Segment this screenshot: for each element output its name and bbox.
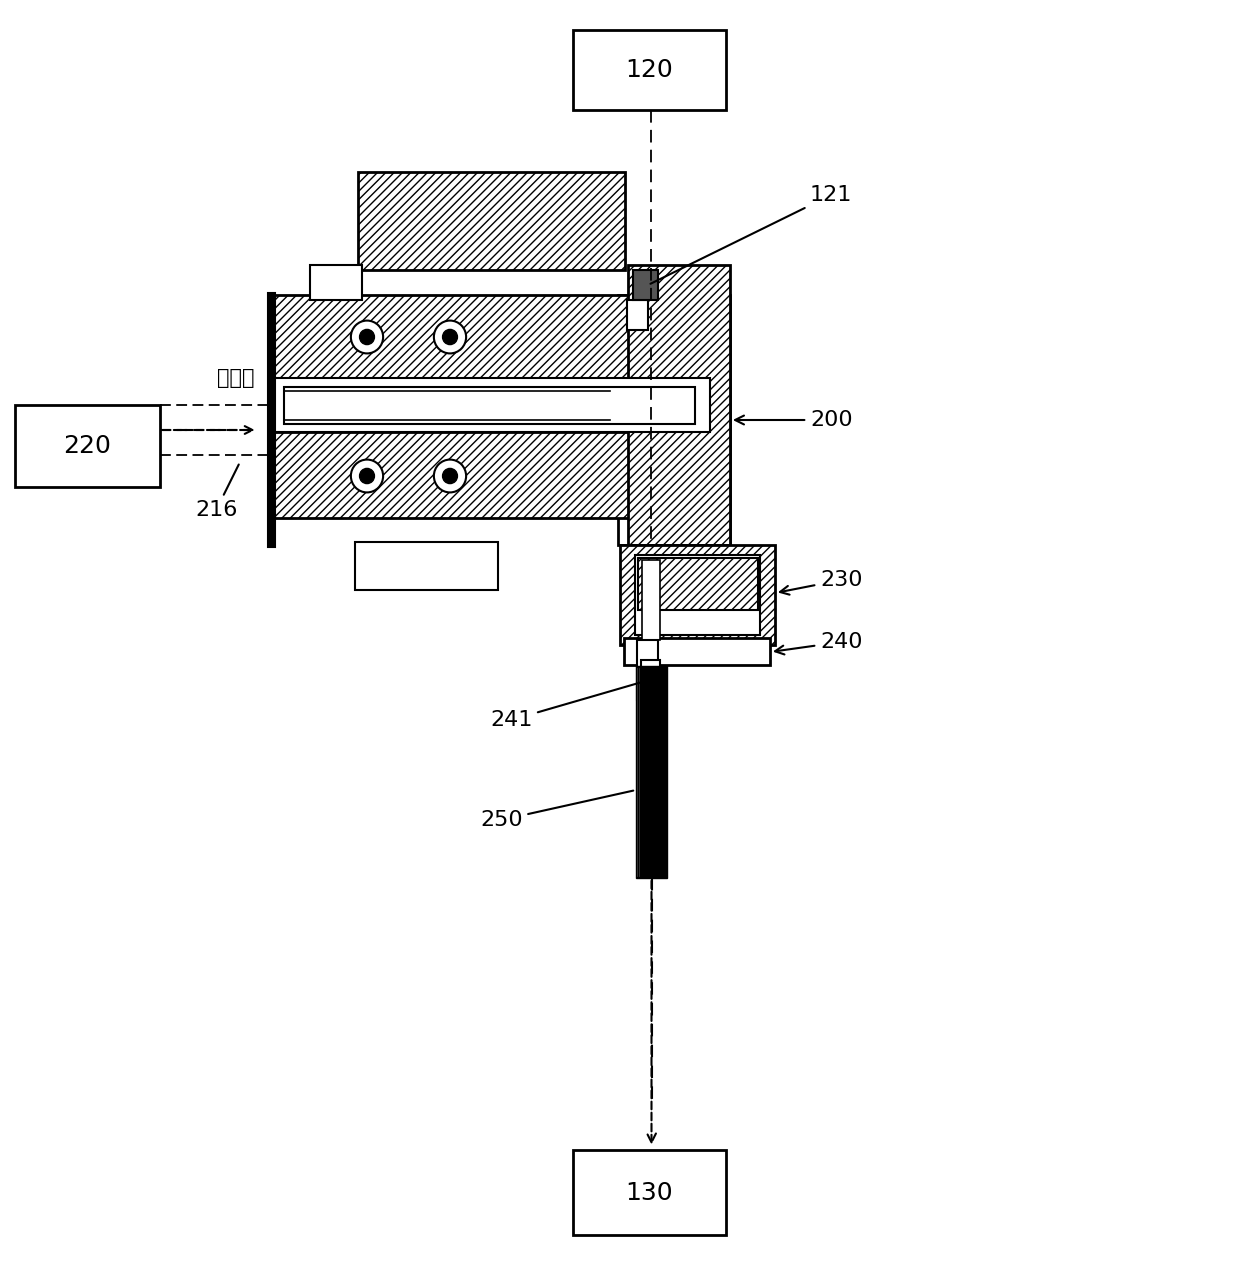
Bar bbox=[637, 640, 658, 700]
Bar bbox=[310, 265, 362, 301]
Bar bbox=[284, 386, 694, 424]
Circle shape bbox=[351, 460, 383, 493]
Bar bbox=[15, 405, 160, 488]
Text: 130: 130 bbox=[626, 1181, 673, 1205]
Bar bbox=[624, 638, 770, 666]
Bar bbox=[641, 661, 660, 705]
Bar bbox=[268, 293, 275, 547]
Bar bbox=[270, 378, 711, 432]
Bar bbox=[635, 554, 760, 635]
Text: 200: 200 bbox=[735, 410, 853, 429]
Bar bbox=[627, 301, 649, 330]
Text: 220: 220 bbox=[63, 434, 112, 458]
Circle shape bbox=[443, 330, 458, 345]
Circle shape bbox=[443, 469, 458, 484]
Circle shape bbox=[434, 460, 466, 493]
Bar bbox=[627, 265, 730, 546]
Bar bbox=[636, 666, 667, 878]
Bar bbox=[270, 432, 711, 518]
Bar bbox=[620, 546, 775, 645]
Text: 250: 250 bbox=[480, 791, 634, 830]
Text: 121: 121 bbox=[651, 184, 852, 284]
Bar bbox=[358, 172, 625, 270]
Bar bbox=[355, 542, 498, 590]
Circle shape bbox=[434, 321, 466, 354]
Bar bbox=[642, 560, 660, 640]
Bar bbox=[270, 296, 711, 378]
Bar bbox=[618, 296, 730, 546]
Text: 216: 216 bbox=[195, 465, 239, 520]
Text: 241: 241 bbox=[490, 681, 646, 730]
Bar bbox=[573, 1151, 725, 1235]
Circle shape bbox=[360, 469, 374, 484]
Bar bbox=[573, 30, 725, 110]
Text: 120: 120 bbox=[626, 58, 673, 82]
Text: 热空气: 热空气 bbox=[217, 368, 254, 388]
Bar bbox=[632, 270, 658, 301]
Text: 240: 240 bbox=[775, 632, 863, 654]
Bar bbox=[639, 558, 758, 610]
Circle shape bbox=[360, 330, 374, 345]
Circle shape bbox=[351, 321, 383, 354]
Text: 230: 230 bbox=[780, 570, 863, 595]
